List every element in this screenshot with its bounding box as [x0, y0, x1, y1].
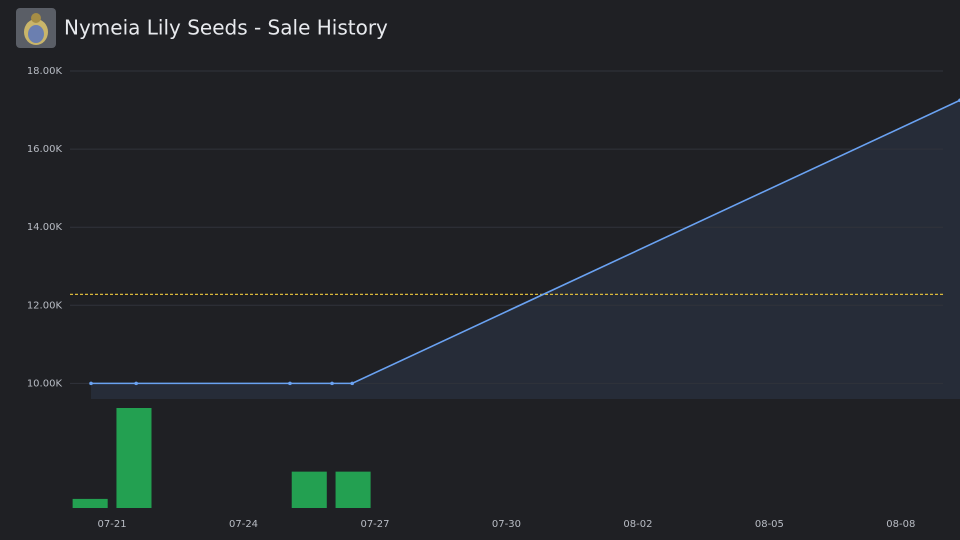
- price-point: [330, 381, 334, 386]
- volume-bar: [335, 471, 371, 508]
- y-tick-label: 10.00K: [27, 378, 63, 389]
- price-point: [89, 381, 93, 386]
- y-tick-label: 14.00K: [27, 222, 63, 233]
- chart-title: Nymeia Lily Seeds - Sale History: [64, 16, 388, 40]
- price-area: [91, 100, 960, 400]
- x-tick-label: 08-02: [623, 519, 652, 530]
- volume-bar: [72, 498, 108, 508]
- volume-bar: [291, 471, 327, 508]
- y-tick-label: 12.00K: [27, 300, 63, 311]
- price-point: [350, 381, 355, 386]
- x-tick-label: 08-05: [755, 519, 784, 530]
- volume-bar: [116, 408, 152, 508]
- price-point: [134, 381, 138, 386]
- x-tick-label: 07-30: [492, 519, 521, 530]
- price-point: [288, 381, 292, 386]
- x-tick-label: 07-27: [360, 519, 389, 530]
- x-tick-label: 07-24: [229, 519, 258, 530]
- item-icon: [16, 8, 56, 48]
- x-tick-label: 08-08: [886, 519, 915, 530]
- x-tick-label: 07-21: [98, 519, 127, 530]
- price-line: [91, 99, 960, 385]
- y-tick-label: 18.00K: [27, 66, 63, 77]
- y-tick-label: 16.00K: [27, 144, 63, 155]
